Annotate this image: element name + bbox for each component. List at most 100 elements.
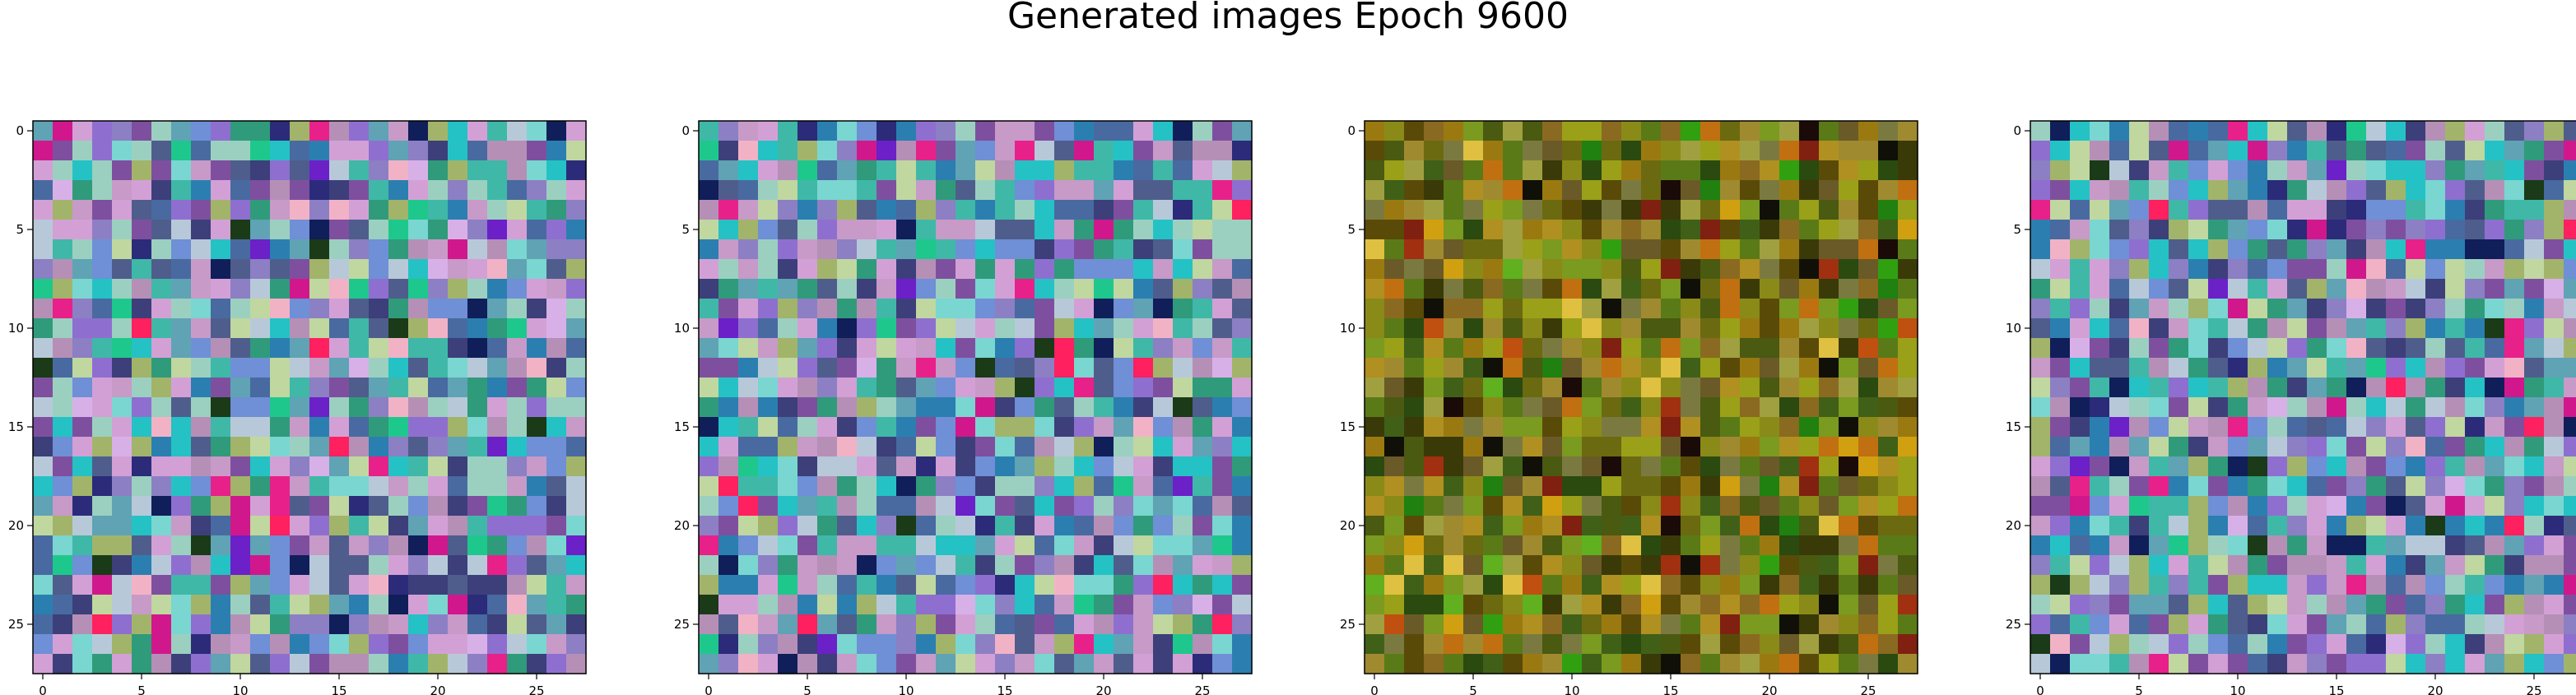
pixel-cell xyxy=(1839,555,1859,576)
pixel-cell xyxy=(369,318,389,339)
pixel-cell xyxy=(1193,437,1213,457)
pixel-cell xyxy=(699,259,719,280)
pixel-cell xyxy=(2366,535,2387,556)
pixel-cell xyxy=(72,180,93,201)
pixel-cell xyxy=(1799,180,1820,201)
pixel-cell xyxy=(1153,160,1174,181)
pixel-cell xyxy=(797,279,818,299)
pixel-cell xyxy=(1384,358,1405,378)
pixel-cell xyxy=(1740,180,1760,201)
pixel-cell xyxy=(309,358,330,378)
pixel-cell xyxy=(1114,160,1134,181)
pixel-cell xyxy=(857,437,877,457)
pixel-cell xyxy=(876,160,897,181)
pixel-cell xyxy=(2544,180,2564,201)
pixel-cell xyxy=(2425,358,2446,378)
pixel-cell xyxy=(1404,180,1425,201)
pixel-cell xyxy=(33,259,53,280)
pixel-cell xyxy=(309,437,330,457)
pixel-cell xyxy=(975,456,996,477)
pixel-cell xyxy=(1212,634,1233,655)
pixel-cell xyxy=(1839,397,1859,418)
pixel-cell xyxy=(995,417,1016,438)
pixel-cell xyxy=(1602,220,1622,240)
pixel-cell xyxy=(2030,535,2051,556)
pixel-cell xyxy=(132,259,152,280)
pixel-cell xyxy=(1015,555,1035,576)
pixel-cell xyxy=(936,634,956,655)
pixel-cell xyxy=(1799,417,1820,438)
pixel-cell xyxy=(1384,535,1405,556)
pixel-cell xyxy=(1384,299,1405,319)
pixel-cell xyxy=(2544,476,2564,497)
pixel-cell xyxy=(1760,476,1780,497)
pixel-cell xyxy=(936,180,956,201)
pixel-cell xyxy=(1133,555,1154,576)
pixel-cell xyxy=(2169,141,2189,161)
pixel-cell xyxy=(527,496,547,517)
pixel-cell xyxy=(1054,654,1075,674)
pixel-cell xyxy=(2090,634,2110,655)
pixel-cell xyxy=(467,121,488,141)
pixel-cell xyxy=(1839,476,1859,497)
pixel-cell xyxy=(1700,634,1721,655)
pixel-cell xyxy=(718,279,739,299)
pixel-cell xyxy=(738,279,759,299)
pixel-cell xyxy=(1562,476,1583,497)
pixel-cell xyxy=(1173,318,1193,339)
pixel-cell xyxy=(132,456,152,477)
pixel-cell xyxy=(211,220,231,240)
pixel-cell xyxy=(408,614,429,635)
pixel-cell xyxy=(1074,595,1095,615)
pixel-cell xyxy=(995,121,1016,141)
pixel-cell xyxy=(1015,516,1035,536)
pixel-cell xyxy=(132,555,152,576)
pixel-cell xyxy=(1878,595,1899,615)
pixel-cell xyxy=(956,456,976,477)
pixel-cell xyxy=(2504,338,2525,359)
pixel-cell xyxy=(2406,535,2426,556)
pixel-cell xyxy=(2327,239,2347,260)
pixel-cell xyxy=(2465,160,2485,181)
pixel-cell xyxy=(1094,318,1114,339)
pixel-cell xyxy=(1444,378,1464,398)
pixel-cell xyxy=(53,654,73,674)
pixel-cell xyxy=(1054,516,1075,536)
pixel-cell xyxy=(2406,180,2426,201)
pixel-cell xyxy=(2149,496,2169,517)
pixel-cell xyxy=(1444,239,1464,260)
pixel-cell xyxy=(1404,220,1425,240)
pixel-cell xyxy=(448,634,468,655)
pixel-cell xyxy=(1015,220,1035,240)
pixel-cell xyxy=(916,259,937,280)
pixel-cell xyxy=(1602,634,1622,655)
pixel-cell xyxy=(388,141,409,161)
pixel-cell xyxy=(1054,259,1075,280)
pixel-cell xyxy=(2129,338,2150,359)
pixel-cell xyxy=(1562,397,1583,418)
pixel-cell xyxy=(408,121,429,141)
pixel-cell xyxy=(1503,496,1523,517)
pixel-cell xyxy=(2485,555,2505,576)
pixel-cell xyxy=(250,239,271,260)
pixel-cell xyxy=(191,496,212,517)
pixel-cell xyxy=(2504,496,2525,517)
pixel-cell xyxy=(112,535,133,556)
pixel-cell xyxy=(1641,200,1662,220)
pixel-cell xyxy=(2425,516,2446,536)
pixel-cell xyxy=(2564,220,2576,240)
pixel-cell xyxy=(1720,239,1741,260)
pixel-cell xyxy=(1212,318,1233,339)
pixel-cell xyxy=(1404,496,1425,517)
pixel-cell xyxy=(2524,634,2545,655)
pixel-cell xyxy=(2208,141,2229,161)
pixel-cell xyxy=(758,378,779,398)
pixel-cell xyxy=(738,437,759,457)
pixel-cell xyxy=(1819,378,1839,398)
pixel-cell xyxy=(876,220,897,240)
pixel-cell xyxy=(211,358,231,378)
pixel-cell xyxy=(1503,654,1523,674)
pixel-cell xyxy=(1858,279,1879,299)
pixel-cell xyxy=(2070,141,2090,161)
pixel-cell xyxy=(2228,299,2248,319)
